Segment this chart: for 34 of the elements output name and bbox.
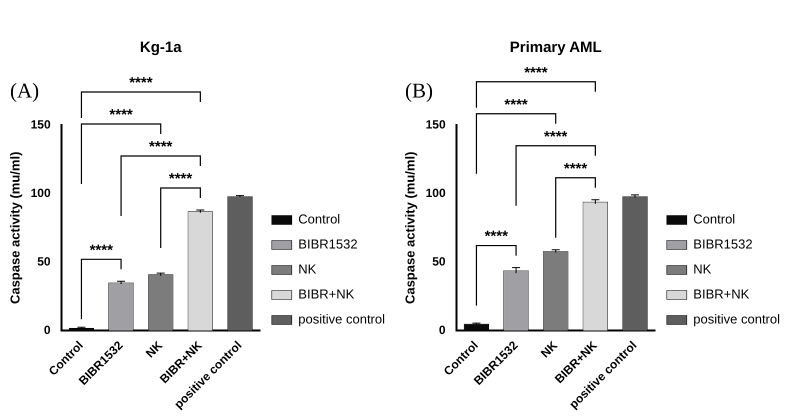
legend-label: BIBR+NK	[693, 286, 750, 302]
y-tick-label: 100	[426, 186, 446, 200]
text: ****	[504, 96, 528, 114]
legend-label: positive control	[298, 312, 386, 327]
legend-label: NK	[298, 262, 317, 277]
y-axis-title: Caspase activity (mu/ml)	[402, 152, 418, 304]
annotation: ****	[544, 128, 568, 146]
annotation: ****	[168, 170, 192, 188]
y-axis-title: Caspase activity (mu/ml)	[7, 152, 22, 304]
chart-title: Primary AML	[510, 39, 602, 56]
annotation: ****	[484, 228, 508, 246]
annotation: ****	[90, 242, 114, 259]
text: (B)	[405, 78, 433, 103]
legend-label: BIBR1532	[298, 236, 358, 252]
y-tick-label: 150	[426, 117, 446, 132]
legend-label: BIBR1532	[693, 236, 753, 252]
annotation: ****	[149, 138, 173, 156]
legend-label: positive control	[693, 312, 780, 327]
legend-label: Control	[693, 212, 736, 227]
legend-label: BIBR+NK	[298, 286, 355, 302]
legend-label: NK	[693, 262, 712, 277]
text: (A)	[10, 78, 40, 103]
y-tick-label: 50	[37, 254, 51, 268]
y-tick-label: 150	[30, 117, 51, 132]
chart-title: Kg-1a	[140, 39, 182, 56]
text: ****	[129, 74, 153, 92]
y-tick-label: 50	[432, 254, 446, 268]
legend-label: Control	[298, 212, 340, 227]
text: ****	[109, 106, 133, 124]
text: ****	[524, 64, 548, 82]
y-tick-label: 0	[438, 322, 446, 337]
y-tick-label: 100	[30, 186, 51, 200]
annotation: ****	[564, 160, 588, 178]
y-tick-label: 0	[44, 322, 51, 337]
